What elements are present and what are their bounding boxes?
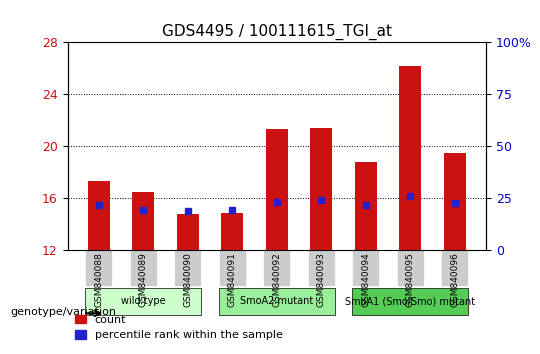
Bar <box>87 181 110 250</box>
Legend: count, percentile rank within the sample: count, percentile rank within the sample <box>70 310 287 345</box>
Text: GSM840094: GSM840094 <box>361 252 370 307</box>
FancyBboxPatch shape <box>264 250 290 286</box>
Title: GDS4495 / 100111615_TGI_at: GDS4495 / 100111615_TGI_at <box>162 23 392 40</box>
Text: GSM840089: GSM840089 <box>139 252 147 307</box>
Bar <box>132 192 154 250</box>
Text: GSM840093: GSM840093 <box>317 252 326 307</box>
FancyBboxPatch shape <box>130 250 157 286</box>
Text: GSM840095: GSM840095 <box>406 252 415 307</box>
Text: SmoA1 (Smo/Smo) mutant: SmoA1 (Smo/Smo) mutant <box>345 296 475 307</box>
Text: GSM840091: GSM840091 <box>228 252 237 307</box>
Bar <box>355 162 377 250</box>
FancyBboxPatch shape <box>219 288 335 315</box>
Text: GSM840092: GSM840092 <box>272 252 281 307</box>
Bar <box>310 128 333 250</box>
Text: wild type: wild type <box>121 296 165 307</box>
Text: GSM840088: GSM840088 <box>94 252 103 307</box>
FancyBboxPatch shape <box>442 250 468 286</box>
FancyBboxPatch shape <box>353 288 468 315</box>
FancyBboxPatch shape <box>85 288 201 315</box>
FancyBboxPatch shape <box>353 250 379 286</box>
Bar <box>444 153 466 250</box>
Bar <box>399 66 421 250</box>
Text: GSM840090: GSM840090 <box>183 252 192 307</box>
FancyBboxPatch shape <box>219 250 246 286</box>
Bar <box>177 214 199 250</box>
Bar <box>221 212 244 250</box>
FancyBboxPatch shape <box>397 250 424 286</box>
Bar <box>266 130 288 250</box>
Text: GSM840096: GSM840096 <box>450 252 460 307</box>
FancyBboxPatch shape <box>174 250 201 286</box>
Text: SmoA2 mutant: SmoA2 mutant <box>240 296 313 307</box>
FancyBboxPatch shape <box>308 250 335 286</box>
Text: genotype/variation: genotype/variation <box>11 307 117 316</box>
FancyBboxPatch shape <box>85 250 112 286</box>
